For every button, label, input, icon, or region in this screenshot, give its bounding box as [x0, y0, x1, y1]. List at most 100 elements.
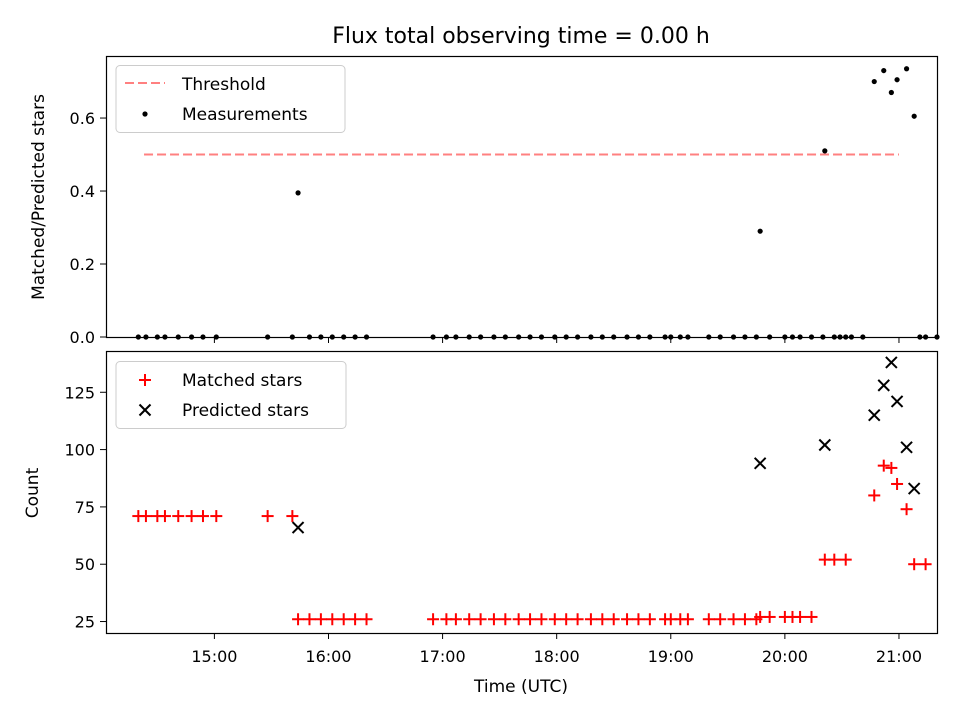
top-y-tick-label: 0.4 [70, 182, 95, 201]
matched-star-point [292, 613, 305, 626]
bottom-x-tick-label: 18:00 [534, 647, 580, 666]
measurement-point [894, 77, 900, 83]
measurement-point [888, 89, 894, 96]
matched-star-point [584, 613, 597, 626]
matched-star-point [714, 613, 727, 626]
bottom-x-tick-label: 21:00 [876, 647, 922, 666]
top-axes-frame [105, 55, 939, 339]
legend-matched-swatch [139, 374, 151, 386]
matched-star-point [839, 553, 852, 566]
top-legend-box [115, 65, 346, 133]
matched-star-point [360, 613, 373, 626]
predicted-star-point [900, 441, 913, 454]
bottom-x-tick-label: 19:00 [648, 647, 694, 666]
matched-star-point [463, 613, 476, 626]
chart-title: Flux total observing time = 0.00 h [332, 24, 710, 49]
measurement-point [903, 66, 910, 72]
matched-star-point [210, 510, 223, 523]
top-y-axis-label: Matched/Predicted stars [29, 94, 49, 300]
predicted-star-point [890, 395, 904, 408]
matched-star-point [139, 510, 152, 523]
matched-star-point [196, 510, 209, 523]
predicted-star-point [291, 521, 305, 534]
matched-star-point [314, 613, 327, 626]
bottom-y-axis-label: Count [23, 467, 43, 518]
matched-star-point [727, 613, 740, 626]
matched-star-point [885, 461, 898, 474]
matched-star-point [349, 613, 362, 626]
matched-star-point [524, 613, 537, 626]
matched-star-point [794, 610, 807, 623]
predicted-star-point [753, 457, 767, 470]
legend-predicted-swatch [138, 403, 152, 417]
top-y-tick-label: 0.0 [70, 328, 95, 347]
legend-threshold-label: Threshold [181, 75, 266, 95]
predicted-star-point [818, 438, 832, 452]
matched-star-point [607, 613, 620, 626]
top-legend: Threshold Measurements [115, 65, 346, 133]
matched-star-point [868, 489, 881, 502]
matched-star-point [596, 613, 609, 626]
bottom-x-tick-label: 16:00 [305, 647, 351, 666]
bottom-x-tick-label: 15:00 [191, 647, 237, 666]
matched-star-point [877, 459, 890, 472]
legend-measurements-label: Measurements [182, 105, 308, 125]
legend-predicted-label: Predicted stars [182, 401, 309, 421]
matched-star-point [919, 558, 932, 571]
predicted-star-point [907, 482, 921, 495]
bottom-y-tick-label: 25 [75, 613, 95, 632]
matched-star-point [326, 613, 339, 626]
matched-star-point [621, 613, 634, 626]
top-y-tick-label: 0.6 [70, 109, 95, 128]
legend-measurements-swatch [142, 111, 148, 117]
bottom-legend-box [115, 361, 347, 429]
matched-star-point [487, 613, 500, 626]
matched-star-point [702, 613, 715, 626]
matched-star-point [805, 610, 818, 623]
matched-star-point [512, 613, 525, 626]
bottom-y-tick-label: 75 [75, 498, 95, 517]
predicted-star-point [877, 379, 890, 392]
measurement-point [881, 67, 887, 74]
bottom-y-tick-label: 100 [64, 441, 95, 460]
matched-star-point [261, 510, 274, 523]
bottom-y-tick-label: 125 [64, 383, 95, 402]
matched-star-point [535, 613, 548, 626]
matched-star-point [303, 613, 316, 626]
matched-star-point [828, 553, 841, 566]
matched-star-point [158, 510, 171, 523]
matched-star-point [571, 613, 584, 626]
matched-star-point [632, 613, 645, 626]
matched-star-point [891, 477, 904, 490]
matched-star-point [643, 613, 656, 626]
bottom-panel: 25 50 75 100 125 15:00 16:00 17:00 18:00 19:00 20… [23, 350, 939, 697]
matched-star-point [286, 510, 299, 523]
matched-star-point [548, 613, 561, 626]
bottom-y-tick-label: 50 [75, 555, 95, 574]
matched-star-point [337, 613, 350, 626]
matched-star-point [738, 613, 751, 626]
measurement-point [871, 78, 877, 85]
bottom-x-tick-label: 20:00 [762, 647, 808, 666]
matched-star-point [900, 503, 913, 516]
matched-star-point [908, 558, 921, 571]
bottom-axes-frame [105, 350, 939, 635]
legend-matched-label: Matched stars [182, 371, 302, 391]
top-y-tick-label: 0.2 [70, 255, 95, 274]
predicted-star-point [885, 356, 898, 369]
matched-star-point [449, 613, 462, 626]
measurement-point [911, 113, 917, 119]
matched-star-point [427, 613, 440, 626]
bottom-x-tick-label: 17:00 [420, 647, 466, 666]
measurement-point [295, 190, 301, 196]
matched-star-point [681, 613, 694, 626]
top-panel: 0.0 0.2 0.4 0.6 Matched/Predicted stars Thr… [29, 55, 940, 347]
measurement-point [757, 228, 763, 234]
bottom-x-axis-label: Time (UTC) [473, 677, 568, 697]
matched-star-point [499, 613, 512, 626]
matched-star-point [172, 510, 185, 523]
predicted-star-point [868, 408, 881, 422]
matched-star-point [560, 613, 573, 626]
matched-star-point [763, 610, 776, 623]
measurement-point [822, 148, 828, 154]
